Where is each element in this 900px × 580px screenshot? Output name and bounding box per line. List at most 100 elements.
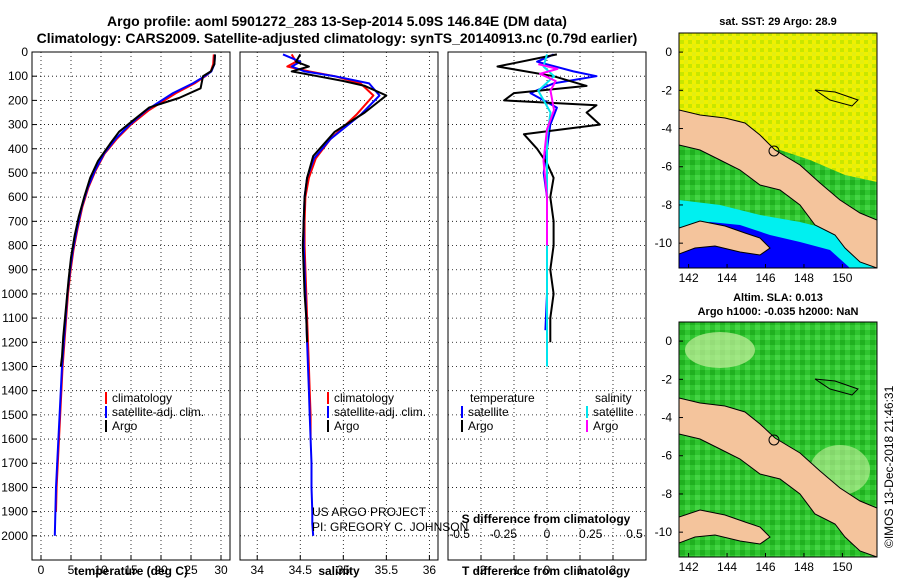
sla-island-outline <box>814 378 859 396</box>
temperature-grid <box>32 52 230 560</box>
depth-tick-label: 200 <box>8 93 28 107</box>
temperature-lines <box>53 54 216 536</box>
map-y-tick-label: -2 <box>661 372 672 386</box>
sst-map-ticks: 142 144 146 148 150 0 -2 -4 -6 -8 -10 <box>655 45 853 285</box>
legend-climatology-label: climatology <box>112 391 172 405</box>
map-x-tick-label: 142 <box>679 271 699 285</box>
map-y-tick-label: -8 <box>661 487 672 501</box>
sla-map-title-line1: Altim. SLA: 0.013 <box>733 292 823 304</box>
difference-grid <box>448 52 646 560</box>
legend-temperature-title: temperature <box>470 391 535 405</box>
temperature-legend: climatology satellite-adj. clim. Argo <box>105 391 204 433</box>
s-difference-tick-label: -0.25 <box>490 527 518 541</box>
map-x-tick-label: 150 <box>832 271 852 285</box>
legend-t-satellite-label: satellite <box>468 405 509 419</box>
depth-tick-label: 1900 <box>1 505 28 519</box>
salinity-x-tick-label: 36 <box>423 563 437 577</box>
figure-title-line2: Climatology: CARS2009. Satellite-adjuste… <box>37 30 638 46</box>
difference-x-tick-label: 0 <box>544 563 551 577</box>
map-y-tick-label: -10 <box>655 525 673 539</box>
legend-satellite-label: satellite-adj. clim. <box>334 405 426 419</box>
temperature-series-climatology <box>55 54 215 512</box>
sla-map-ticks: 142 144 146 148 150 0 -2 -4 -6 -8 -10 <box>655 334 853 574</box>
salinity-x-tick-label: 34.5 <box>289 563 313 577</box>
sst-map-frame <box>678 32 878 269</box>
depth-tick-label: 1200 <box>1 335 28 349</box>
legend-argo-label: Argo <box>112 419 138 433</box>
s-difference-tick-label: 0.25 <box>579 527 603 541</box>
map-x-tick-label: 146 <box>755 271 775 285</box>
temperature-series-argo <box>59 54 216 367</box>
temperature-x-tick-label: 30 <box>214 563 228 577</box>
map-x-tick-label: 144 <box>717 560 737 574</box>
difference-x-tick-label: 1 <box>577 563 584 577</box>
depth-tick-label: 0 <box>21 45 28 59</box>
temperature-x-tick-label: 10 <box>94 563 108 577</box>
sla-argo-position-marker <box>768 434 780 446</box>
depth-tick-label: 900 <box>8 263 28 277</box>
difference-series-s-argo <box>538 63 559 246</box>
sst-land-cape-york <box>679 220 771 256</box>
t-difference-axis-ticks: -2 -1 0 1 2 <box>476 555 617 577</box>
depth-tick-label: 1300 <box>1 359 28 373</box>
depth-tick-label: 600 <box>8 190 28 204</box>
depth-tick-label: 500 <box>8 166 28 180</box>
depth-tick-label: 700 <box>8 214 28 228</box>
depth-tick-label: 1400 <box>1 384 28 398</box>
salinity-axis-ticks: 34 34.5 35 35.5 36 <box>251 555 437 577</box>
depth-tick-label: 800 <box>8 239 28 253</box>
temperature-x-tick-label: 5 <box>68 563 75 577</box>
temperature-x-tick-label: 15 <box>124 563 138 577</box>
sla-map <box>679 322 877 557</box>
s-difference-tick-label: 0.5 <box>626 527 643 541</box>
s-difference-tick-label: 0 <box>544 527 551 541</box>
sst-argo-position-marker <box>768 145 780 157</box>
difference-lines <box>496 53 601 367</box>
map-y-tick-label: -2 <box>661 83 672 97</box>
depth-tick-label: 1800 <box>1 480 28 494</box>
map-y-tick-label: -4 <box>661 122 672 136</box>
map-y-tick-label: -10 <box>655 236 673 250</box>
legend-s-satellite-label: satellite <box>593 405 634 419</box>
salinity-x-tick-label: 35.5 <box>375 563 399 577</box>
t-difference-axis-label: T difference from climatology <box>462 564 630 578</box>
temperature-axis-ticks: 0 5 10 15 20 25 30 <box>38 555 228 577</box>
difference-series-t-argo <box>496 53 601 343</box>
sst-map <box>679 33 877 268</box>
map-x-tick-label: 148 <box>794 560 814 574</box>
temperature-series-satellite-adj-clim- <box>53 54 216 536</box>
difference-legend: temperature salinity satellite Argo sate… <box>461 391 634 433</box>
salinity-grid <box>240 52 438 560</box>
depth-tick-label: 400 <box>8 142 28 156</box>
map-x-tick-label: 144 <box>717 271 737 285</box>
difference-series-s-satellite <box>537 54 555 367</box>
figure-title-line1: Argo profile: aoml 5901272_283 13-Sep-20… <box>107 13 567 29</box>
depth-tick-label: 300 <box>8 118 28 132</box>
sst-land-new-guinea <box>679 109 877 268</box>
difference-x-tick-label: -2 <box>476 563 487 577</box>
sla-land-cape-york <box>679 509 771 545</box>
difference-x-tick-label: 2 <box>610 563 617 577</box>
legend-s-argo-label: Argo <box>593 419 619 433</box>
depth-tick-label: 1700 <box>1 456 28 470</box>
salinity-x-tick-label: 34 <box>251 563 265 577</box>
map-y-tick-label: -4 <box>661 411 672 425</box>
s-difference-axis-label: S difference from climatology <box>462 512 631 526</box>
credit-pi: PI: GREGORY C. JOHNSON <box>312 520 468 534</box>
credit-project: US ARGO PROJECT <box>312 505 427 519</box>
temperature-x-tick-label: 0 <box>38 563 45 577</box>
map-y-tick-label: 0 <box>665 45 672 59</box>
map-x-tick-label: 148 <box>794 271 814 285</box>
sla-map-frame <box>678 321 878 558</box>
s-difference-axis-ticks: -0.5 -0.25 0 0.25 0.5 <box>449 527 643 541</box>
map-x-tick-label: 150 <box>832 560 852 574</box>
salinity-lines <box>282 53 388 536</box>
legend-climatology-label: climatology <box>334 391 394 405</box>
legend-argo-label: Argo <box>334 419 360 433</box>
map-y-tick-label: -8 <box>661 198 672 212</box>
map-y-tick-label: -6 <box>661 449 672 463</box>
legend-t-argo-label: Argo <box>468 419 494 433</box>
depth-tick-label: 1100 <box>2 311 28 325</box>
sla-map-title-line2: Argo h1000: -0.035 h2000: NaN <box>698 306 859 318</box>
